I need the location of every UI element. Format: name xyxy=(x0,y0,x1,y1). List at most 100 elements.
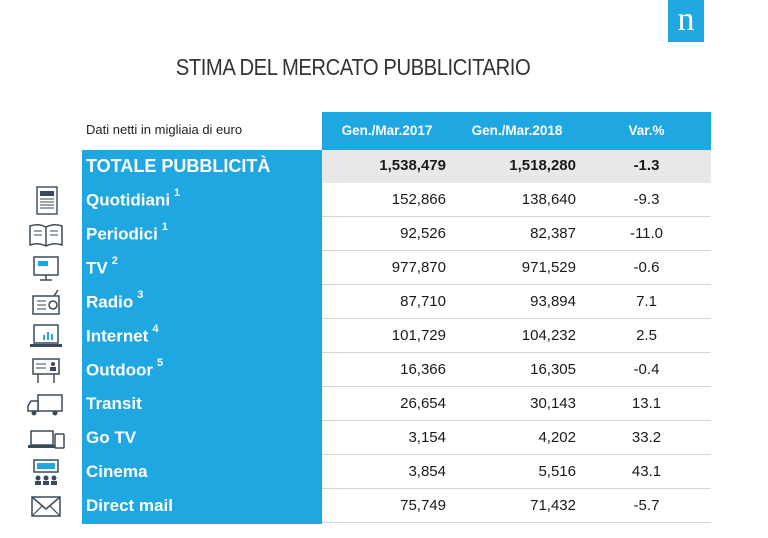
row-label: Direct mail xyxy=(86,496,173,516)
truck-icon xyxy=(24,390,68,420)
row-label-text: Internet xyxy=(86,326,149,346)
value-var: 43.1 xyxy=(631,463,662,480)
row-divider xyxy=(322,284,711,285)
table-row: Go TV 3,154 4,202 33.2 xyxy=(82,422,711,455)
row-divider xyxy=(322,488,711,489)
table-row: Cinema 3,854 5,516 43.1 xyxy=(82,456,711,489)
row-label-text: Quotidiani xyxy=(86,190,171,210)
total-row: TOTALE PUBBLICITÀ 1,538,479 1,518,280 -1.3 xyxy=(82,150,711,183)
table-row: Radio 3 87,710 93,894 7.1 xyxy=(82,286,711,319)
table-row: Outdoor 5 16,366 16,305 -0.4 xyxy=(82,354,711,387)
row-label: Cinema xyxy=(86,462,147,482)
newspaper-icon xyxy=(24,186,68,216)
row-label-text: Transit xyxy=(86,394,142,413)
row-label-text: Outdoor xyxy=(86,360,154,380)
value-var: -0.6 xyxy=(633,259,660,276)
row-label-text: TOTALE PUBBLICITÀ xyxy=(86,156,271,176)
label-column-band xyxy=(82,150,322,524)
row-label: Quotidiani 1 xyxy=(86,187,181,211)
table-row: Transit 26,654 30,143 13.1 xyxy=(82,388,711,421)
value-var: 2.5 xyxy=(636,327,657,344)
value-2017: 3,154 xyxy=(408,429,446,446)
value-var: -1.3 xyxy=(633,157,660,174)
value-2018: 16,305 xyxy=(530,361,576,378)
page-title: STIMA DEL MERCATO PUBBLICITARIO xyxy=(175,54,531,80)
unit-note: Dati netti in migliaia di euro xyxy=(86,122,243,137)
value-2018: 4,202 xyxy=(538,429,576,446)
value-var: 7.1 xyxy=(636,293,657,310)
value-var: -5.7 xyxy=(633,497,660,514)
value-2017: 977,870 xyxy=(391,259,446,276)
total-row-highlight xyxy=(322,150,711,183)
value-2017: 75,749 xyxy=(400,497,446,514)
footnote-marker: 5 xyxy=(157,357,164,369)
row-divider xyxy=(322,250,711,251)
row-label: Internet 4 xyxy=(86,323,159,347)
row-label-text: TV xyxy=(86,258,108,278)
footnote-marker: 1 xyxy=(161,221,168,233)
table-row: Periodici 1 92,526 82,387 -11.0 xyxy=(82,218,711,251)
row-label: Go TV xyxy=(86,428,136,448)
laptop-icon xyxy=(24,322,68,352)
row-divider xyxy=(322,454,711,455)
row-label-text: Cinema xyxy=(86,462,148,481)
envelope-icon xyxy=(24,492,68,522)
row-label: Transit xyxy=(86,394,142,414)
row-label-text: Radio xyxy=(86,292,134,312)
value-var: 33.2 xyxy=(631,429,662,446)
value-var: -11.0 xyxy=(629,225,664,242)
value-var: 13.1 xyxy=(631,395,662,412)
footnote-marker: 2 xyxy=(111,255,118,267)
row-divider xyxy=(322,352,711,353)
row-label: TV 2 xyxy=(86,255,118,279)
column-header-2017: Gen./Mar.2017 xyxy=(341,123,433,138)
value-2017: 26,654 xyxy=(400,395,446,412)
value-2017: 3,854 xyxy=(408,463,446,480)
row-divider xyxy=(322,216,711,217)
value-2018: 138,640 xyxy=(521,191,576,208)
table-row: Direct mail 75,749 71,432 -5.7 xyxy=(82,490,711,523)
row-label: TOTALE PUBBLICITÀ xyxy=(86,156,270,177)
billboard-icon xyxy=(24,356,68,386)
value-var: -0.4 xyxy=(633,361,660,378)
open-book-icon xyxy=(24,220,68,250)
table-row: Quotidiani 1 152,866 138,640 -9.3 xyxy=(82,184,711,217)
column-header-2018: Gen./Mar.2018 xyxy=(471,123,563,138)
row-divider xyxy=(322,386,711,387)
row-label: Outdoor 5 xyxy=(86,357,164,381)
table-row: Internet 4 101,729 104,232 2.5 xyxy=(82,320,711,353)
value-2017: 1,538,479 xyxy=(379,157,446,174)
value-2017: 16,366 xyxy=(400,361,446,378)
cinema-icon xyxy=(24,458,68,488)
value-2018: 82,387 xyxy=(530,225,576,242)
footnote-marker: 3 xyxy=(137,289,144,301)
value-2018: 30,143 xyxy=(530,395,576,412)
row-label-text: Periodici xyxy=(86,224,158,244)
value-2018: 971,529 xyxy=(521,259,576,276)
value-2018: 1,518,280 xyxy=(509,157,576,174)
nielsen-logo: n xyxy=(668,0,704,42)
row-label: Periodici 1 xyxy=(86,221,168,245)
row-divider xyxy=(322,318,711,319)
value-2017: 92,526 xyxy=(400,225,446,242)
table-row: TV 2 977,870 971,529 -0.6 xyxy=(82,252,711,285)
value-2017: 101,729 xyxy=(391,327,446,344)
row-label: Radio 3 xyxy=(86,289,144,313)
value-2017: 87,710 xyxy=(400,293,446,310)
value-2018: 71,432 xyxy=(530,497,576,514)
tv-icon xyxy=(24,254,68,284)
footnote-marker: 1 xyxy=(174,187,181,199)
value-2018: 5,516 xyxy=(538,463,576,480)
row-divider xyxy=(322,420,711,421)
devices-icon xyxy=(24,424,68,454)
row-label-text: Direct mail xyxy=(86,496,173,515)
column-header-var: Var.% xyxy=(628,123,665,138)
footnote-marker: 4 xyxy=(152,323,159,335)
value-2018: 93,894 xyxy=(530,293,576,310)
radio-icon xyxy=(24,288,68,318)
column-header-band xyxy=(322,112,711,150)
row-label-text: Go TV xyxy=(86,428,137,447)
value-2018: 104,232 xyxy=(521,327,576,344)
value-2017: 152,866 xyxy=(391,191,446,208)
value-var: -9.3 xyxy=(633,191,660,208)
